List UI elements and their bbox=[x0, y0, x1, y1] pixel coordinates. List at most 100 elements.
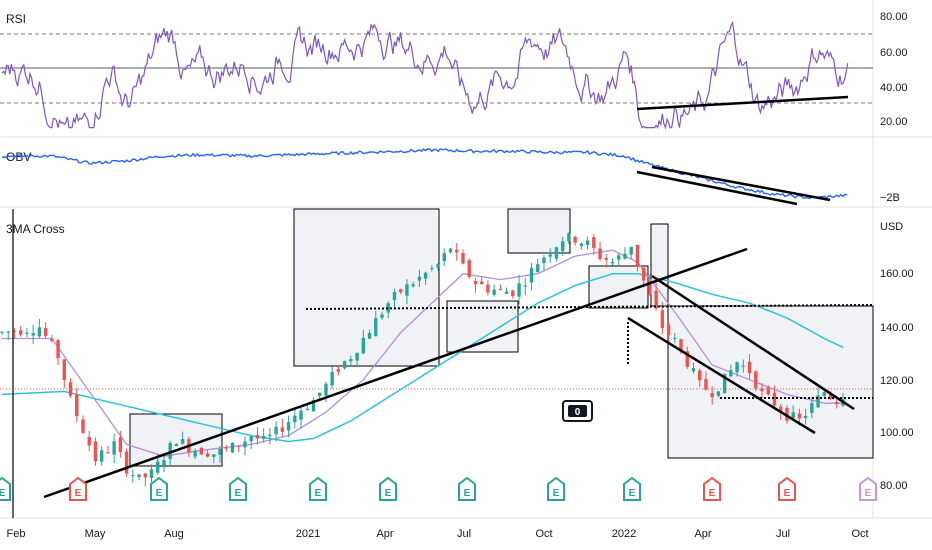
candle-body bbox=[822, 392, 827, 396]
candle-body bbox=[423, 272, 428, 279]
candle bbox=[367, 329, 372, 339]
channel-upper-line[interactable] bbox=[651, 274, 855, 411]
candle bbox=[772, 385, 777, 409]
candle bbox=[112, 433, 116, 464]
earnings-badge bbox=[703, 476, 721, 501]
rsi-tick: 80.00 bbox=[880, 11, 908, 23]
rsi-trendline[interactable] bbox=[636, 95, 849, 111]
candle bbox=[716, 391, 721, 398]
earnings-letter: E bbox=[709, 488, 716, 499]
trendline-support[interactable] bbox=[43, 247, 748, 499]
obv-trendline-upper[interactable] bbox=[651, 165, 831, 202]
candle bbox=[610, 258, 615, 266]
candle-body bbox=[735, 362, 739, 373]
price-pane[interactable]: 0 E E E E E E E E E E E E 3MA Cross USD 160.00 140.… bbox=[0, 208, 914, 518]
candle bbox=[473, 277, 478, 293]
earnings-icon[interactable]: E bbox=[547, 476, 565, 501]
earnings-icon[interactable]: E bbox=[0, 476, 11, 501]
candle bbox=[741, 359, 746, 373]
price-tick: 100.00 bbox=[880, 427, 914, 439]
candle-body bbox=[623, 253, 627, 259]
rect-drawing[interactable] bbox=[507, 208, 571, 254]
candle bbox=[37, 318, 42, 339]
earnings-icon[interactable]: E bbox=[69, 476, 87, 501]
price-tick: 140.00 bbox=[880, 322, 914, 334]
candle-body bbox=[305, 408, 309, 410]
candle-body bbox=[598, 248, 602, 260]
candle bbox=[461, 249, 465, 265]
horizontal-resistance-line[interactable] bbox=[305, 304, 874, 310]
candle-body bbox=[629, 246, 633, 255]
candle bbox=[648, 274, 652, 296]
candle-body bbox=[62, 359, 66, 380]
rsi-tick: 20.00 bbox=[880, 116, 908, 128]
earnings-badge bbox=[69, 476, 87, 501]
candle-body bbox=[299, 410, 303, 420]
rsi-pane[interactable]: RSI 80.00 60.00 40.00 20.00 bbox=[0, 11, 908, 130]
candle-body bbox=[255, 435, 260, 439]
channel-lower-line[interactable] bbox=[627, 316, 816, 435]
candle bbox=[255, 427, 260, 445]
candle bbox=[349, 355, 353, 366]
candle bbox=[760, 383, 764, 399]
obv-pane[interactable]: OBV −2B bbox=[1, 148, 900, 206]
candle bbox=[18, 325, 23, 337]
earnings-badge bbox=[623, 476, 641, 501]
candle bbox=[299, 406, 303, 429]
dividend-marker[interactable]: 0 bbox=[562, 400, 593, 422]
earnings-icon[interactable]: E bbox=[379, 476, 397, 501]
candle-body bbox=[828, 393, 833, 399]
rsi-title: RSI bbox=[6, 12, 26, 26]
candle-body bbox=[536, 264, 540, 273]
earnings-icon[interactable]: E bbox=[859, 476, 877, 501]
candle-body bbox=[610, 262, 615, 264]
candle bbox=[735, 361, 739, 377]
time-axis[interactable]: Feb May Aug 2021 Apr Jul Oct 2022 Apr Ju… bbox=[7, 528, 869, 540]
candle bbox=[261, 428, 266, 443]
candle bbox=[68, 378, 73, 398]
candle-body bbox=[417, 276, 422, 281]
earnings-icon[interactable]: E bbox=[623, 476, 641, 501]
moving-average-short bbox=[2, 249, 843, 457]
candle-body bbox=[754, 371, 758, 389]
time-tick: Jul bbox=[776, 528, 790, 540]
earnings-icon[interactable]: E bbox=[150, 476, 168, 501]
candle-body bbox=[261, 435, 266, 439]
candle-body bbox=[685, 351, 689, 367]
candle bbox=[754, 370, 758, 392]
rect-drawing[interactable] bbox=[293, 208, 440, 367]
candle-body bbox=[604, 257, 608, 260]
earnings-icon[interactable]: E bbox=[229, 476, 247, 501]
earnings-icon[interactable]: E bbox=[309, 476, 327, 501]
candle-body bbox=[224, 447, 228, 449]
candle bbox=[137, 474, 141, 481]
candle-body bbox=[137, 474, 141, 478]
candle-body bbox=[779, 406, 783, 413]
rect-drawing[interactable] bbox=[650, 223, 669, 307]
candle-body bbox=[579, 243, 584, 247]
earnings-icon[interactable]: E bbox=[703, 476, 721, 501]
moving-average-long bbox=[1, 272, 844, 443]
candle-body bbox=[156, 461, 160, 473]
candle-body bbox=[81, 419, 85, 433]
candle-body bbox=[311, 399, 316, 412]
rect-drawing[interactable] bbox=[667, 305, 874, 459]
candle bbox=[498, 284, 503, 291]
candle-body bbox=[442, 253, 447, 262]
candle-body bbox=[293, 415, 297, 423]
candle bbox=[193, 448, 197, 460]
candle-body bbox=[361, 337, 366, 354]
candle-body bbox=[816, 395, 820, 408]
candle-body bbox=[411, 284, 415, 287]
obv-trendline-lower[interactable] bbox=[636, 170, 798, 206]
time-tick: 2022 bbox=[612, 528, 636, 540]
earnings-icon[interactable]: E bbox=[458, 476, 476, 501]
candle bbox=[336, 365, 341, 376]
earnings-icon[interactable]: E bbox=[778, 476, 796, 501]
earnings-badge bbox=[229, 476, 247, 501]
candle-body bbox=[380, 314, 384, 318]
time-tick: Jul bbox=[457, 528, 471, 540]
currency-label: USD bbox=[880, 221, 903, 233]
